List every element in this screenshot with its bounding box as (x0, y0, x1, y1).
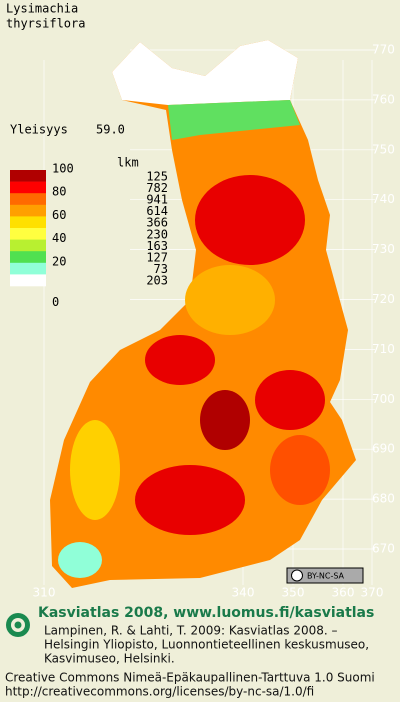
legend-count: 163 (146, 239, 168, 253)
legend-swatch (10, 251, 46, 264)
legend-scale-label: 80 (52, 185, 66, 199)
legend-count: 203 (146, 274, 168, 288)
legend-count: 941 (146, 193, 168, 207)
footer-heading: Kasviatlas 2008, www.luomus.fi/kasviatla… (38, 605, 374, 621)
count-header: lkm (117, 156, 139, 170)
easting-label: 310 (33, 586, 56, 600)
finland-map (50, 40, 356, 588)
northing-label: 720 (372, 292, 395, 306)
legend-count: 73 (154, 262, 168, 276)
legend-scale-label: 20 (52, 254, 66, 268)
legend-scale-label: 60 (52, 208, 66, 222)
northing-label: 710 (372, 342, 395, 356)
frequency-label: Yleisyys (10, 123, 68, 137)
northing-label: 690 (372, 442, 395, 456)
legend-scale-label: 40 (52, 231, 66, 245)
legend-count: 614 (146, 204, 168, 218)
footer: Lampinen, R. & Lahti, T. 2009: Kasviatla… (5, 624, 375, 699)
license-line: http://creativecommons.org/licenses/by-n… (5, 685, 314, 699)
legend-swatch (10, 216, 46, 229)
frequency-value: 59.0 (96, 123, 125, 137)
easting-label: 350 (282, 586, 305, 600)
legend-swatch (10, 262, 46, 275)
legend-count: 127 (146, 251, 168, 265)
citation-line: Kasvimuseo, Helsinki. (44, 652, 175, 666)
legend-count: 366 (146, 216, 168, 230)
citation-line: Helsingin Yliopisto, Luonnontieteellinen… (44, 638, 369, 652)
northing-label: 680 (372, 492, 395, 506)
legend-count: 782 (146, 181, 168, 195)
northing-label: 740 (372, 192, 395, 206)
legend-swatch (10, 170, 46, 182)
easting-label: 370 (361, 586, 384, 600)
license-badge: BY-NC-SA (286, 567, 364, 584)
northing-label: 730 (372, 242, 395, 256)
species-name: Lysimachia (6, 2, 78, 16)
northing-label: 750 (372, 142, 395, 156)
easting-label: 340 (232, 586, 255, 600)
legend-swatch (10, 274, 46, 287)
legend-swatch (10, 193, 46, 206)
legend-scale-label: 0 (52, 295, 59, 309)
license-line: Creative Commons Nimeä-Epäkaupallinen-Ta… (5, 671, 375, 685)
badge-text: BY-NC-SA (307, 572, 345, 581)
northing-label: 770 (372, 43, 395, 57)
easting-label: 360 (332, 586, 355, 600)
northing-label: 700 (372, 392, 395, 406)
legend-swatch (10, 228, 46, 240)
legend-count: 230 (146, 227, 168, 241)
logo (6, 613, 30, 637)
legend-scale-label: 100 (52, 162, 74, 176)
citation-line: Lampinen, R. & Lahti, T. 2009: Kasviatla… (44, 624, 338, 638)
legend-swatch (10, 239, 46, 252)
legend-count: 125 (146, 169, 168, 183)
northing-label: 670 (372, 542, 395, 556)
species-name: thyrsiflora (6, 17, 85, 31)
legend-swatch (10, 181, 46, 194)
northing-label: 760 (372, 92, 395, 106)
legend-swatch (10, 204, 46, 217)
